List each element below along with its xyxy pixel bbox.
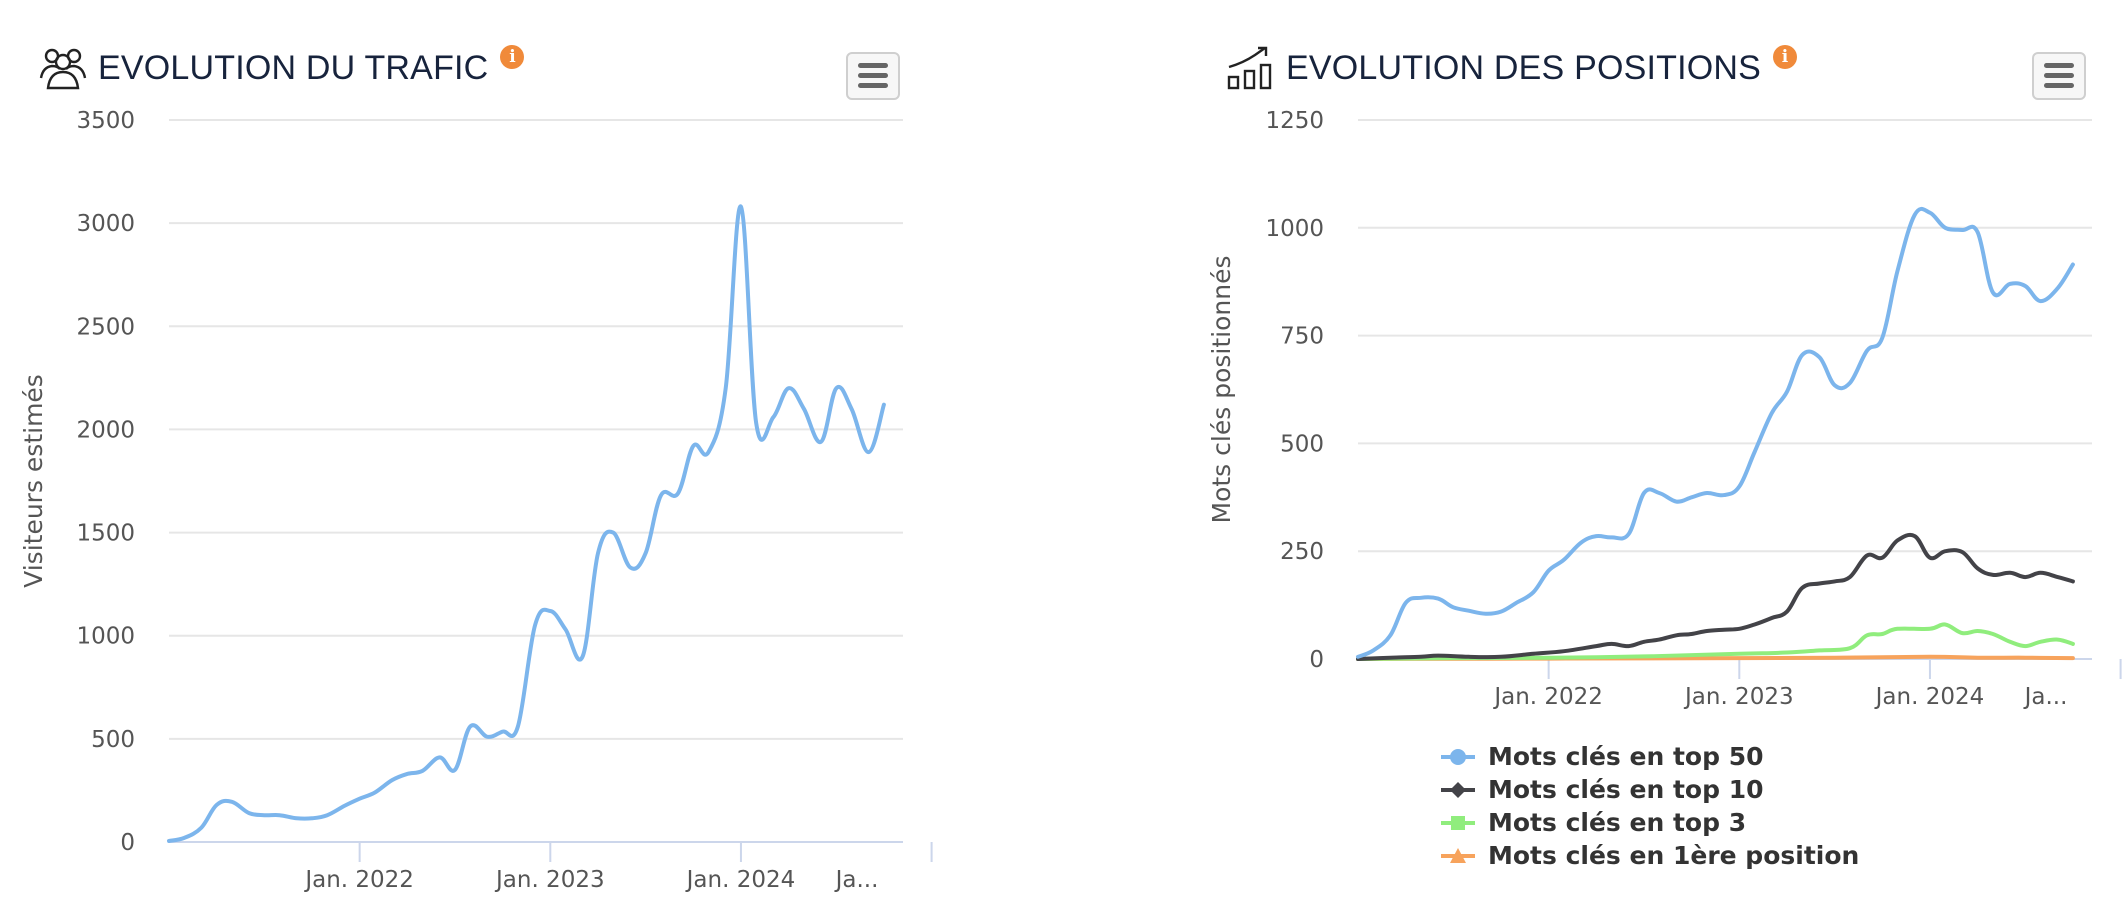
traffic-panel-header: EVOLUTION DU TRAFIC i — [38, 38, 525, 98]
series-line-1[interactable] — [1356, 532, 2075, 661]
legend-label: Mots clés en top 10 — [1488, 775, 1764, 804]
legend-label: Mots clés en 1ère position — [1488, 841, 1860, 870]
y-tick-label: 500 — [91, 727, 135, 753]
y-tick-label: 3500 — [76, 108, 135, 134]
hamburger-bar — [858, 83, 888, 88]
x-tick-label: Jan. 2022 — [303, 867, 414, 893]
y-tick-label: 250 — [1280, 539, 1324, 565]
y-tick-label: 2500 — [76, 314, 135, 340]
positions-panel: EVOLUTION DES POSITIONS i 0 250 500 750 1000… — [1200, 0, 2128, 920]
y-tick-label: 0 — [120, 830, 135, 856]
chart-menu-button[interactable] — [846, 52, 900, 100]
hamburger-bar — [2044, 83, 2074, 88]
users-group-icon — [39, 48, 87, 90]
legend-item[interactable]: Mots clés en 1ère position — [1440, 839, 1859, 872]
legend-label: Mots clés en top 50 — [1488, 742, 1764, 771]
x-tick-label: Jan. 2024 — [685, 867, 796, 893]
info-badge-icon[interactable]: i — [500, 45, 525, 69]
chart-legend: Mots clés en top 50 Mots clés en top 10 Mo… — [1440, 740, 1859, 872]
info-badge-icon[interactable]: i — [1773, 45, 1798, 69]
x-tick-label: Ja... — [834, 867, 879, 893]
y-tick-label: 1000 — [1265, 216, 1324, 242]
x-tick-label: Jan. 2022 — [1492, 684, 1603, 710]
y-tick-label: 1000 — [76, 624, 135, 650]
hamburger-bar — [2044, 73, 2074, 78]
positions-panel-header: EVOLUTION DES POSITIONS i — [1226, 38, 1798, 98]
legend-label: Mots clés en top 3 — [1488, 808, 1747, 837]
x-tick-label: Jan. 2024 — [1874, 684, 1985, 710]
y-axis-title: Visiteurs estimés — [19, 374, 48, 588]
series-line-0[interactable] — [1356, 206, 2075, 659]
traffic-panel-title: EVOLUTION DU TRAFIC — [98, 48, 489, 87]
series-line-2[interactable] — [1356, 622, 2075, 661]
y-tick-label: 2000 — [76, 417, 135, 443]
legend-marker-square-icon — [1441, 815, 1475, 830]
positions-panel-title: EVOLUTION DES POSITIONS — [1286, 48, 1762, 87]
y-tick-label: 3000 — [76, 211, 135, 237]
y-tick-label: 1250 — [1265, 108, 1324, 134]
y-axis-title: Mots clés positionnés — [1207, 256, 1236, 524]
legend-item[interactable]: Mots clés en top 3 — [1440, 806, 1859, 839]
legend-item[interactable]: Mots clés en top 50 — [1440, 740, 1859, 773]
y-tick-label: 0 — [1309, 647, 1324, 673]
traffic-panel: EVOLUTION DU TRAFIC i 0 500 1000 1500 2000 25… — [19, 38, 933, 893]
x-tick-label: Jan. 2023 — [494, 867, 605, 893]
positions-chart: 0 250 500 750 1000 1250 Jan. 2022 Jan. 2023 Jan.… — [1207, 108, 2122, 710]
series-line-0[interactable] — [167, 204, 886, 843]
growth-chart-icon — [1227, 46, 1272, 90]
legend-marker-circle-icon — [1441, 748, 1475, 765]
legend-marker-diamond-icon — [1441, 781, 1475, 798]
x-tick-label: Jan. 2023 — [1683, 684, 1794, 710]
hamburger-bar — [858, 63, 888, 68]
y-tick-label: 750 — [1280, 324, 1324, 350]
legend-item[interactable]: Mots clés en top 10 — [1440, 773, 1859, 806]
hamburger-bar — [858, 73, 888, 78]
traffic-chart: 0 500 1000 1500 2000 2500 3000 3500 Jan. 2022 Jan… — [19, 108, 933, 893]
legend-marker-triangle-icon — [1441, 847, 1475, 863]
y-tick-label: 1500 — [76, 521, 135, 547]
chart-menu-button[interactable] — [2032, 52, 2086, 100]
hamburger-bar — [2044, 63, 2074, 68]
x-tick-label: Ja... — [2023, 684, 2068, 710]
y-tick-label: 500 — [1280, 431, 1324, 457]
